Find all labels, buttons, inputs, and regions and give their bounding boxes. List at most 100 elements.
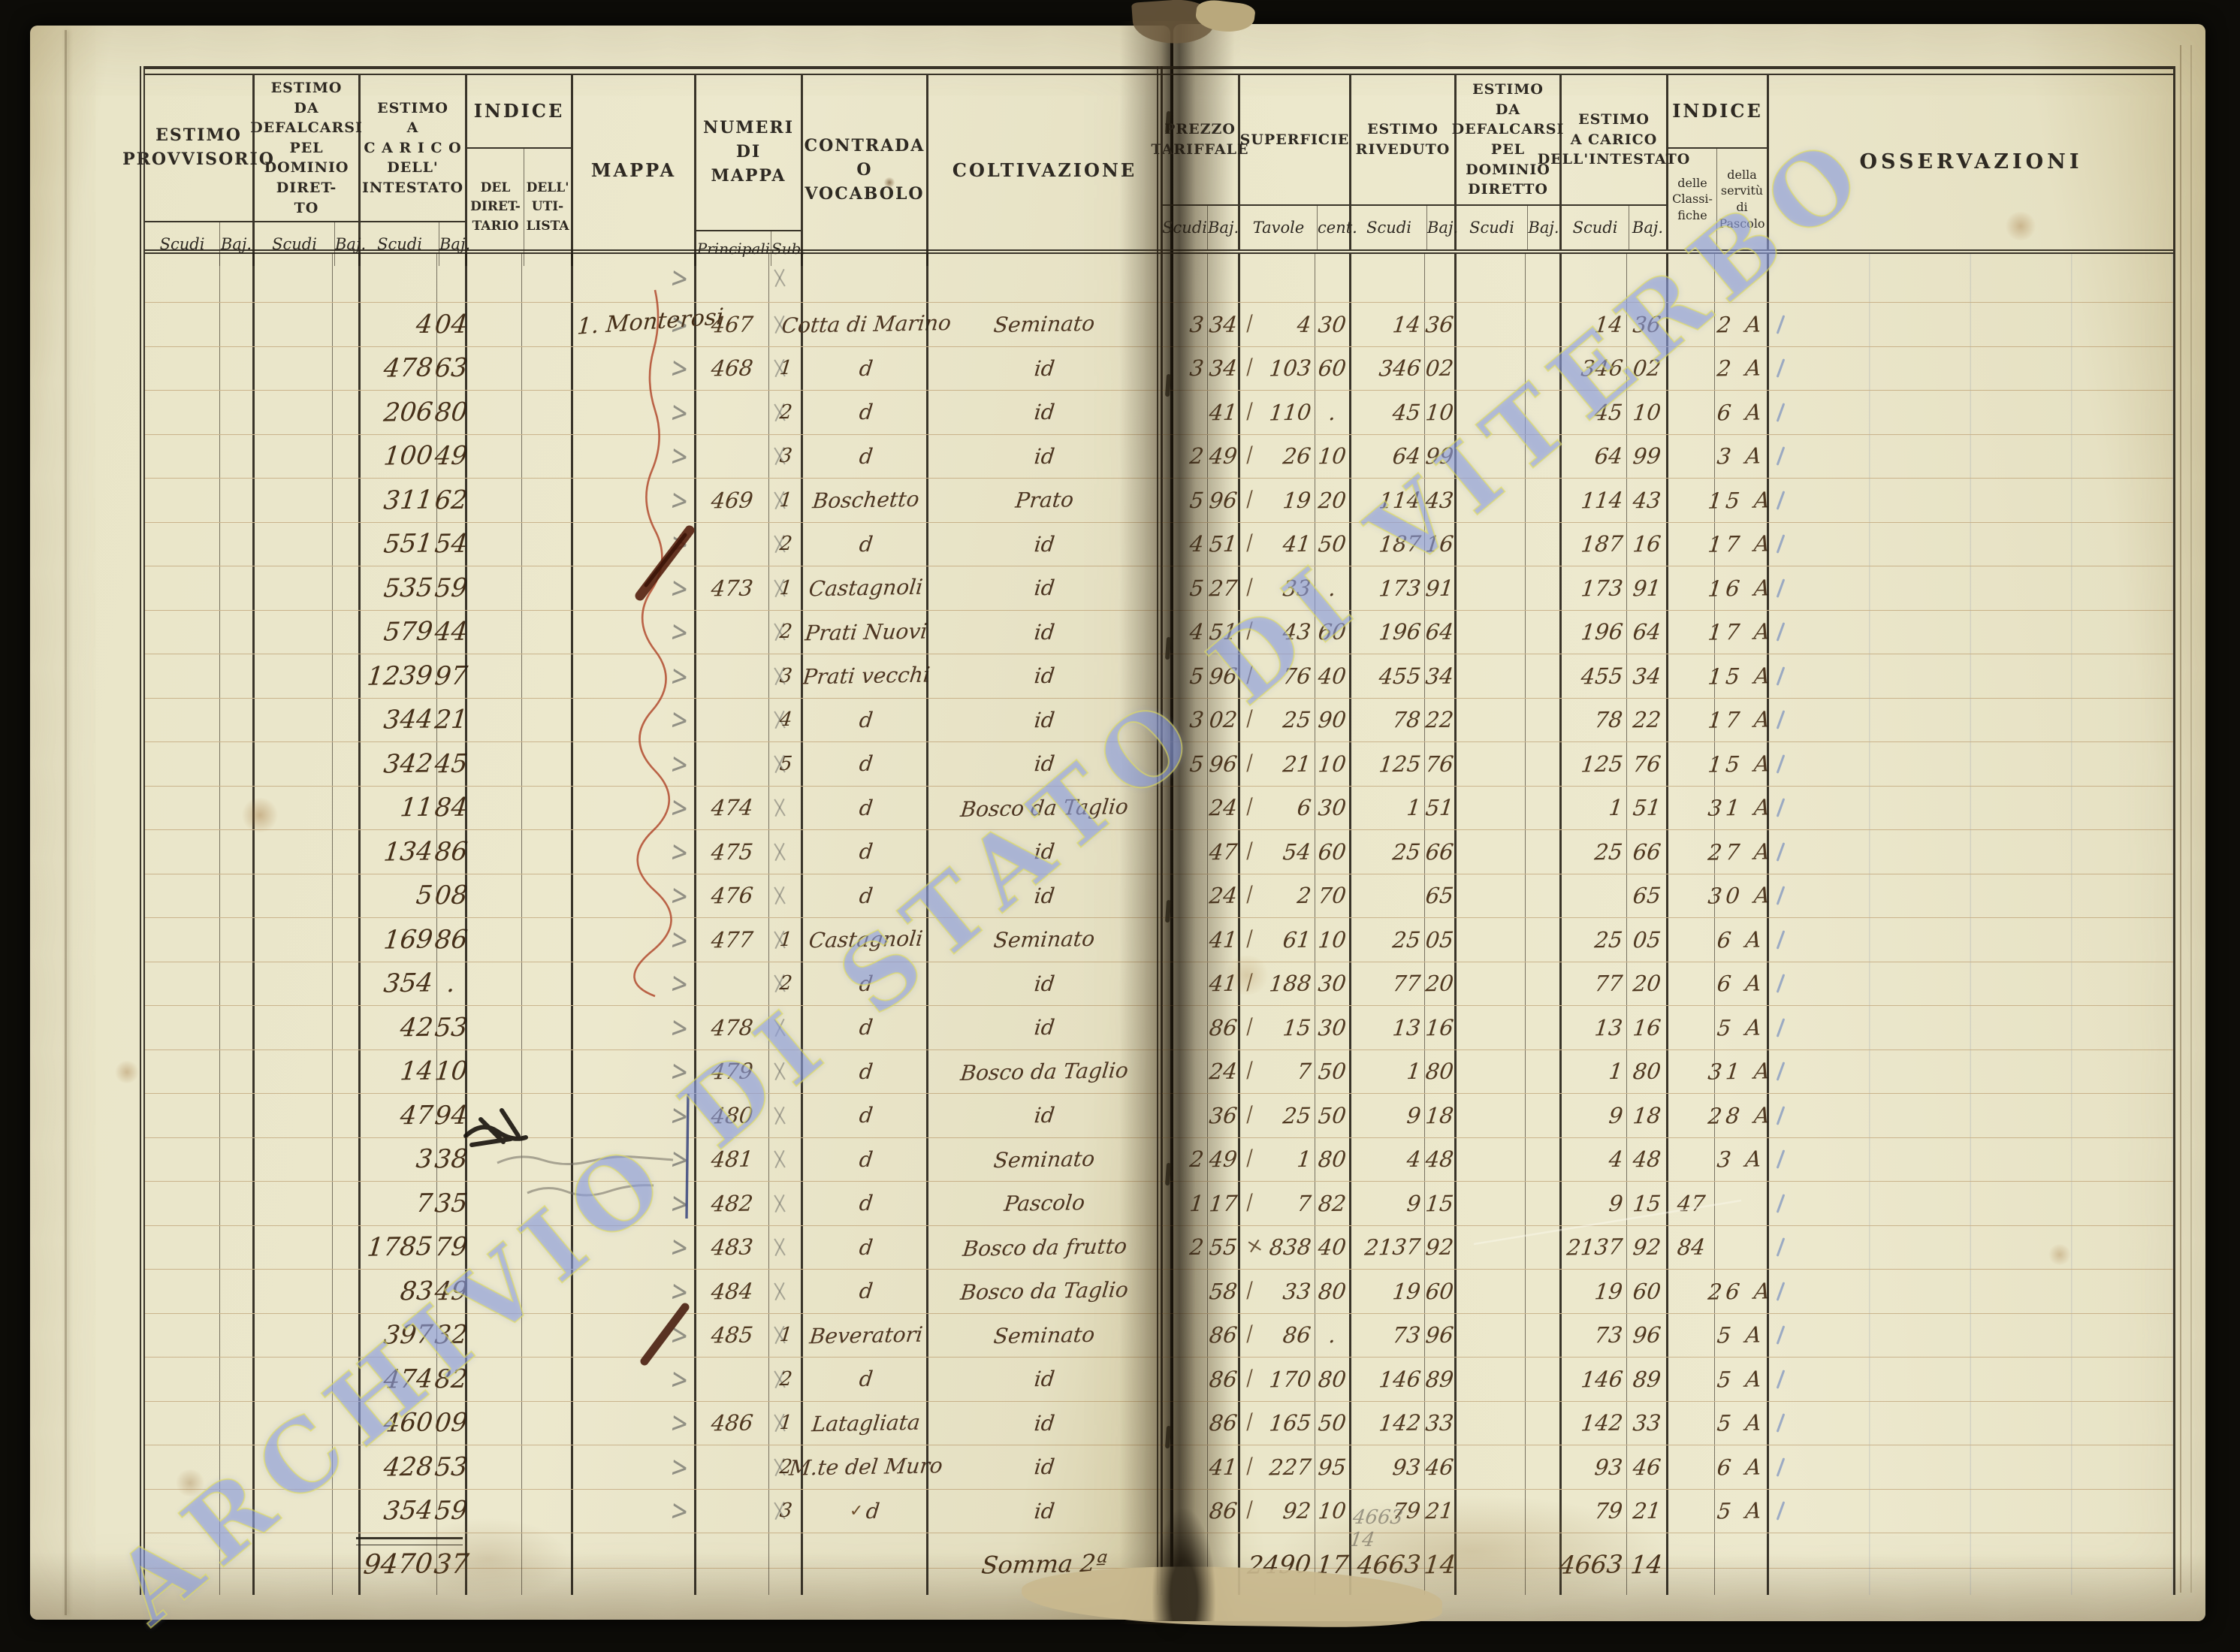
cell-riveduto-baj: 48 [1424,1137,1455,1181]
cell-contrada: d [801,962,926,1005]
cell-indice-classifiche [1666,1049,1714,1093]
cell-indice-pascolo: 2 A [1714,346,1767,390]
ink-dash: / [1243,1102,1256,1127]
ledger-row-right: 41 /61 10 25 05 25 05 6 A [1162,918,2173,962]
cell-defalcarsi-scudi [252,654,332,698]
cell-riveduto-scudi: 78 [1349,698,1424,741]
cell-indice-direttario [465,479,521,522]
cell-carico-baj-right: 66 [1626,830,1666,874]
blue-check-mark [1776,491,1786,510]
cell-indice-classifiche [1666,742,1714,786]
column-title: ESTIMO DA DEFALCARSI PEL DOMINIO DIRET- … [250,80,363,216]
ledger-row: 47 94 > 480 d id [145,1094,1161,1138]
blue-check-mark [1776,842,1786,862]
ledger-row-right: 41 /188 30 77 20 77 20 6 A [1162,962,2173,1006]
cell-defalcarsi-baj-right [1525,962,1559,1005]
cell-prezzo-baj: 17 [1207,1182,1238,1225]
cell-provvisorio-scudi [145,962,219,1006]
cell-riveduto-baj: 15 [1424,1182,1455,1225]
page-edge-line [2180,45,2181,1593]
cell-prezzo-scudi: 2 [1188,1234,1205,1261]
cell-defalcarsi-scudi-right [1454,434,1525,478]
right-ledger-table: PREZZO TARIFFALE Scudi Baj. SUPERFICIE Ta… [1152,66,2175,1595]
cell-defalcarsi-baj-right [1525,1094,1559,1137]
cell-indice-classifiche [1666,874,1714,917]
blue-check-mark [1776,1370,1786,1389]
cell-indice-utilista [521,1270,571,1313]
column-title: OSSERVAZIONI [1859,150,2083,174]
cell-carico-baj: 97 [433,654,469,698]
cell-defalcarsi-scudi [252,698,332,741]
cell-indice-direttario [465,254,521,302]
cell-numero-sub [768,1137,801,1181]
cell-provvisorio-scudi [145,1182,219,1225]
cell-defalcarsi-scudi-right [1454,1270,1525,1313]
cell-contrada: d [801,786,926,829]
cell-defalcarsi-baj [332,610,358,654]
cell-carico-baj-right: 34 [1626,654,1666,698]
cell-mappa: > [571,742,694,786]
cell-riveduto-baj: 21 [1424,1489,1455,1533]
cell-indice-classifiche [1666,479,1714,522]
cell-provvisorio-baj [219,742,252,786]
ledger-row: 3 38 > 481 d Seminato [145,1137,1161,1182]
cell-carico-scudi-right: 1 [1559,786,1626,829]
header-indice-right: INDICE delle Classi- fiche della servitù … [1666,75,1767,249]
cell-carico-scudi: 397 [358,1313,436,1357]
cell-carico-baj [436,254,465,302]
cell-provvisorio-scudi [145,254,219,302]
cell-prezzo-scudi [1162,874,1207,918]
cell-carico-baj: 84 [433,786,469,829]
ledger-row-right: 86 /170 80 146 89 146 89 5 A [1162,1358,2173,1402]
cell-mappa: > [571,654,694,698]
cell-indice-utilista [521,1094,571,1137]
column-title: ESTIMO A C A R I C O DELL' INTESTATO [361,99,464,196]
cell-defalcarsi-scudi [252,391,332,434]
cell-defalcarsi-baj [332,254,358,302]
cell-riveduto-scudi: 114 [1349,479,1424,522]
cell-carico-baj: 32 [433,1313,469,1357]
blue-check-mark [1776,1106,1786,1125]
cell-carico-scudi-right: 114 [1559,479,1626,522]
cell-indice-pascolo: 31 A [1707,1049,1775,1093]
cell-indice-classifiche [1666,522,1714,566]
cell-defalcarsi-baj-right [1525,786,1559,829]
cell-superficie-cent: 10 [1315,918,1349,962]
cell-provvisorio-baj [219,1270,252,1313]
header-osservazioni: OSSERVAZIONI [1767,75,2173,249]
cell-superficie-tavole: /227 [1238,1445,1315,1489]
cell-indice-pascolo: 15 A [1707,654,1775,698]
cell-prezzo-scudi: 5 [1188,750,1205,777]
cell-indice-direttario [465,830,521,874]
ledger-row: 342 45 > 5 d id [145,742,1161,787]
cell-numero-principale [694,1445,768,1489]
cell-carico-baj: 53 [433,1445,469,1489]
ledger-row: 7 35 > 482 d Pascolo [145,1182,1161,1226]
ink-dash: / [1243,663,1256,687]
cell-provvisorio-scudi [145,1314,219,1358]
cell-contrada: d [801,1358,926,1401]
cell-carico-scudi: 11 [358,786,436,829]
cell-riveduto-baj: 99 [1424,434,1455,478]
cell-prezzo-baj: 27 [1207,566,1238,610]
cell-coltivazione: id [926,654,1161,698]
pencil-check-mark: > [669,614,690,650]
ledger-row-right: 86 /165 50 142 33 142 33 5 A [1162,1401,2173,1445]
cell-coltivazione: id [926,698,1161,741]
cell-defalcarsi-scudi-right [1454,654,1525,698]
ink-dash: / [1243,970,1256,995]
cell-coltivazione: id [926,1489,1161,1533]
cell-defalcarsi-scudi-right [1454,698,1525,741]
ledger-row: 1239 97 > 3 Prati vecchi id [145,654,1161,699]
ink-dash: / [1243,355,1256,379]
cell-superficie-cent: 10 [1315,1489,1349,1533]
pencil-squiggle [774,842,786,862]
cell-indice-utilista [521,1182,571,1225]
cell-superficie-cent: 30 [1315,303,1349,346]
cell-provvisorio-baj [219,254,252,302]
ledger-row: 535 59 > 473 1 Castagnoli id [145,566,1161,611]
pencil-check-mark: > [669,1405,690,1441]
cell-carico-baj: 94 [433,1094,469,1137]
cell-indice-utilista [521,391,571,434]
ink-dash: / [1243,1146,1256,1170]
